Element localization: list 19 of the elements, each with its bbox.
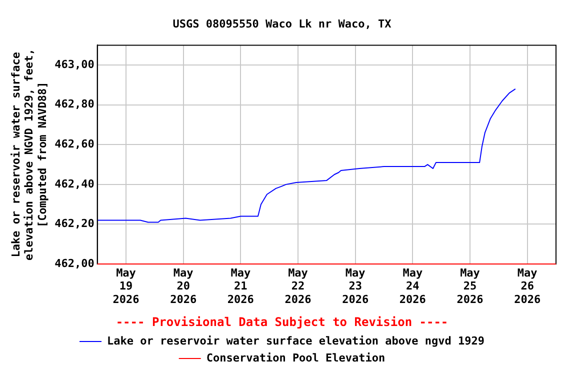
x-tick-label: May 22 2026 — [284, 266, 312, 306]
x-tick-label: May 19 2026 — [112, 266, 140, 306]
x-tick-label: May 20 2026 — [170, 266, 197, 306]
legend-label: Lake or reservoir water surface elevation above ngvd 1929 — [107, 334, 485, 348]
x-tick-label: May 25 2026 — [456, 266, 484, 306]
y-tick-label: 462,60 — [54, 138, 94, 151]
x-tick-label: May 26 2026 — [514, 266, 541, 306]
y-tick-label: 462,40 — [54, 177, 94, 190]
y-tick-label: 462,80 — [54, 98, 94, 111]
y-tick-label: 462,00 — [54, 256, 94, 270]
y-axis-title: Lake or reservoir water surface elevation above NGVD 1929, feet, [Computed from NAVD88] — [9, 48, 49, 261]
x-tick-label: May 24 2026 — [399, 266, 426, 306]
y-tick-label: 462,20 — [54, 217, 94, 230]
text: ---- Provisional Data Subject to Revision ---- — [116, 314, 448, 329]
chart-title: USGS 08095550 Waco Lk nr Waco, TX — [172, 17, 392, 30]
legend-label: Conservation Pool Elevation — [206, 351, 386, 364]
x-tick-label: May 21 2026 — [227, 266, 254, 306]
x-tick-label: May 23 2026 — [342, 266, 369, 306]
y-tick-label: 463,00 — [54, 58, 94, 71]
